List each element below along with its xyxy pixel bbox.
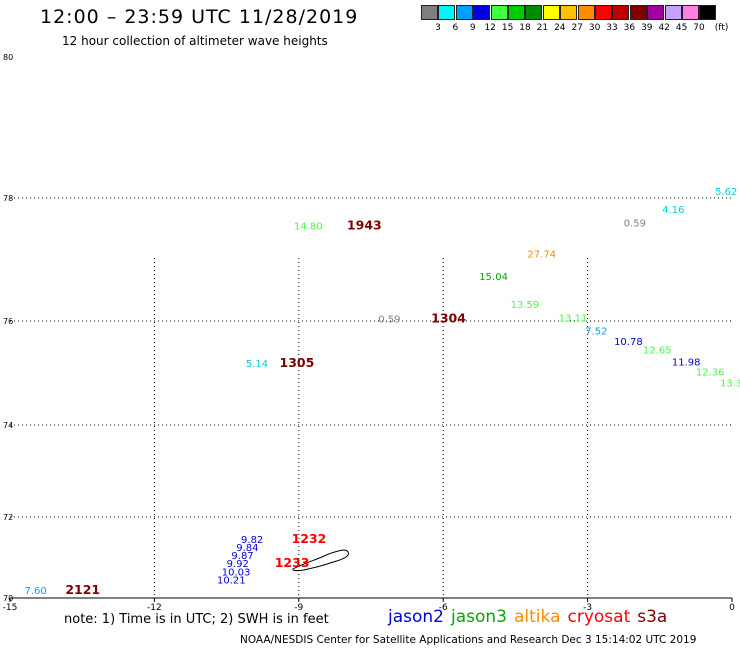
- observation-time-label: 1943: [347, 218, 382, 233]
- longitude-tick-label: -15: [3, 603, 18, 613]
- longitude-tick-label: -12: [147, 603, 162, 613]
- color-scale-label: 6: [452, 23, 459, 33]
- color-scale-unit: (ft): [714, 23, 729, 33]
- color-swatch: [525, 5, 543, 20]
- source-footer: NOAA/NESDIS Center for Satellite Applica…: [240, 634, 697, 646]
- observation-time-label: 1233: [275, 555, 310, 570]
- color-swatch: [542, 5, 560, 20]
- observation-time-label: 1305: [280, 355, 315, 370]
- color-scale-label: 9: [469, 23, 476, 33]
- observation-time-label: 1232: [292, 531, 327, 546]
- color-scale-label: 24: [554, 23, 566, 33]
- latitude-tick-label: 72: [3, 513, 13, 522]
- satellite-legend-jason3: jason3: [451, 607, 507, 627]
- color-scale-label: 70: [693, 23, 705, 33]
- color-swatch: [455, 5, 473, 20]
- longitude-tick-label: -6: [439, 603, 448, 613]
- satellite-legend-cryosat: cryosat: [567, 607, 631, 627]
- color-swatch: [508, 5, 525, 20]
- observation-time-label: 2121: [65, 582, 100, 597]
- color-swatch: [664, 5, 682, 20]
- wave-height-label: 15.04: [479, 272, 508, 283]
- color-swatch: [595, 5, 612, 20]
- map-title: 12:00 – 23:59 UTC 11/28/2019: [40, 6, 359, 28]
- color-scale-label: 36: [623, 23, 636, 33]
- wave-height-label: 13.11: [559, 313, 588, 324]
- wave-height-label: 7.60: [24, 586, 46, 597]
- latitude-tick-label: 80: [3, 53, 13, 62]
- wave-height-label: 10.78: [614, 337, 643, 348]
- units-note: note: 1) Time is in UTC; 2) SWH is in fe…: [64, 612, 329, 627]
- color-swatch: [647, 5, 665, 20]
- latitude-tick-label: 78: [3, 194, 13, 203]
- wave-height-label: 9.87: [231, 551, 253, 562]
- satellite-legend: jason2 jason3 altika cryosat s3a: [388, 607, 674, 627]
- wave-height-label: 0.59: [378, 315, 400, 326]
- observation-time-label: 1304: [431, 311, 466, 326]
- color-scale-label: 45: [675, 23, 688, 33]
- satellite-legend-altika: altika: [514, 607, 561, 627]
- color-scale-label: 30: [588, 23, 601, 33]
- color-swatch: [490, 5, 508, 20]
- color-swatch: [473, 5, 491, 20]
- longitude-tick-label: -3: [583, 603, 592, 613]
- color-swatch: [421, 5, 438, 20]
- latitude-tick-label: 70: [3, 594, 13, 603]
- map-subtitle: 12 hour collection of altimeter wave hei…: [62, 34, 328, 48]
- satellite-legend-jason2: jason2: [388, 607, 444, 627]
- color-swatch: [682, 5, 699, 20]
- wave-height-label: 5.62: [715, 187, 737, 198]
- wave-height-label: 13.59: [511, 300, 540, 311]
- wave-height-label: 4.16: [662, 205, 684, 216]
- color-swatch: [629, 5, 647, 20]
- satellite-legend-s3a: s3a: [637, 607, 668, 627]
- wave-height-label: 5.14: [246, 359, 268, 370]
- color-scale-label: 3: [435, 23, 441, 33]
- island-outline: [292, 549, 349, 572]
- wave-height-label: 27.74: [527, 249, 556, 260]
- wave-height-label: 10.03: [222, 567, 251, 578]
- wave-height-label: 9.82: [241, 535, 263, 546]
- wave-height-label: 10.21: [217, 575, 246, 586]
- wave-height-label: 12.36: [696, 367, 725, 378]
- color-swatch: [438, 5, 456, 20]
- color-scale-label: 39: [641, 23, 653, 33]
- latitude-tick-label: 76: [3, 317, 13, 326]
- color-swatch: [577, 5, 595, 20]
- longitude-tick-label: -9: [294, 603, 303, 613]
- wave-height-label: 14.80: [294, 222, 323, 233]
- color-scale-label: 18: [519, 23, 531, 33]
- color-scale-label: 12: [484, 23, 496, 33]
- wave-height-label: 11.98: [672, 358, 701, 369]
- latitude-tick-label: 74: [3, 421, 13, 430]
- color-swatch: [612, 5, 630, 20]
- wave-height-label: 0.59: [624, 219, 646, 230]
- color-scale-label: 42: [658, 23, 670, 33]
- color-swatch: [699, 5, 717, 20]
- wave-height-label: 9.92: [227, 559, 249, 570]
- wave-height-label: 13.3: [720, 378, 740, 389]
- color-scale-label: 15: [501, 23, 514, 33]
- color-swatch: [560, 5, 578, 20]
- wave-height-label: 12.65: [643, 346, 672, 357]
- wave-height-label: 7.52: [585, 326, 607, 337]
- longitude-tick-label: 0: [729, 603, 735, 613]
- color-scale-label: 21: [536, 23, 549, 33]
- wave-height-label: 9.84: [236, 543, 258, 554]
- color-scale-label: 33: [606, 23, 618, 33]
- color-scale-label: 27: [571, 23, 583, 33]
